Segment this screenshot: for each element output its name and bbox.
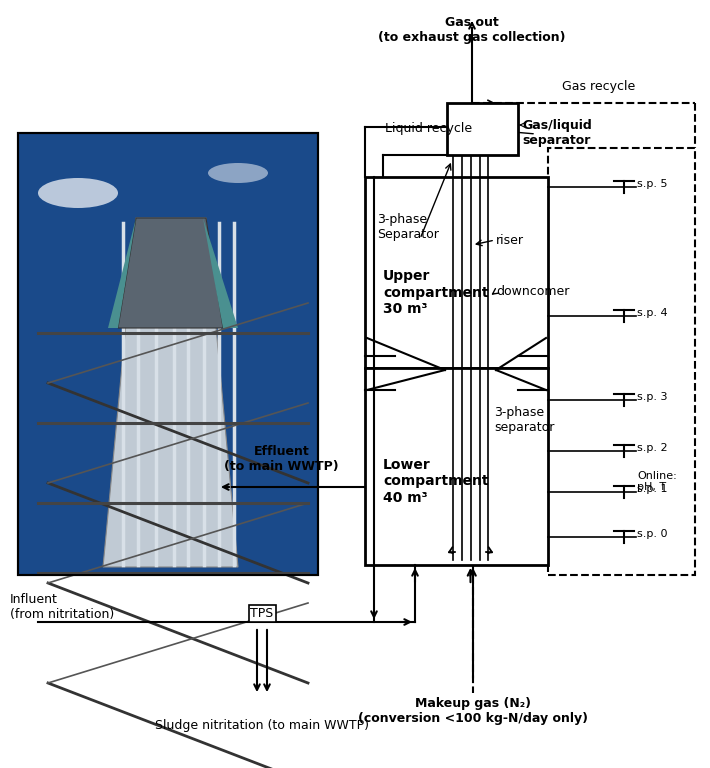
Text: Gas out
(to exhaust gas collection): Gas out (to exhaust gas collection) <box>378 16 566 44</box>
Text: s.p. 1: s.p. 1 <box>638 484 668 494</box>
Bar <box>365 177 548 368</box>
Text: Gas/liquid
separator: Gas/liquid separator <box>522 119 591 147</box>
Text: Liquid recycle: Liquid recycle <box>385 122 472 135</box>
Text: Sludge nitritation (to main WWTP): Sludge nitritation (to main WWTP) <box>155 719 369 732</box>
Text: 3-phase
separator: 3-phase separator <box>494 406 555 434</box>
Text: Influent
(from nitritation): Influent (from nitritation) <box>10 593 114 621</box>
Text: Upper
compartment
30 m³: Upper compartment 30 m³ <box>383 270 488 316</box>
Text: s.p. 4: s.p. 4 <box>638 309 668 319</box>
Text: s.p. 3: s.p. 3 <box>638 392 668 402</box>
Bar <box>365 368 548 565</box>
Polygon shape <box>108 218 136 328</box>
Polygon shape <box>118 218 223 328</box>
Bar <box>447 103 518 155</box>
Text: 3-phase
Separator: 3-phase Separator <box>377 213 439 241</box>
Text: downcomer: downcomer <box>496 285 569 298</box>
Bar <box>548 148 695 575</box>
Text: Gas recycle: Gas recycle <box>562 80 635 93</box>
Text: s.p. 2: s.p. 2 <box>638 442 668 453</box>
Ellipse shape <box>38 178 118 208</box>
Polygon shape <box>103 218 238 567</box>
Bar <box>18 133 318 575</box>
Text: s.p. 0: s.p. 0 <box>638 529 668 539</box>
Polygon shape <box>203 218 238 328</box>
Text: Lower
compartment
40 m³: Lower compartment 40 m³ <box>383 458 488 505</box>
Text: Makeup gas (N₂)
(conversion <100 kg-N/day only): Makeup gas (N₂) (conversion <100 kg-N/da… <box>358 697 588 725</box>
Text: TPS: TPS <box>251 607 273 620</box>
Text: Effluent
(to main WWTP): Effluent (to main WWTP) <box>224 445 339 473</box>
Bar <box>18 133 318 575</box>
Text: riser: riser <box>496 233 524 247</box>
Ellipse shape <box>208 163 268 183</box>
Text: s.p. 5: s.p. 5 <box>638 178 668 189</box>
Text: Online:
pH, T: Online: pH, T <box>638 471 677 492</box>
